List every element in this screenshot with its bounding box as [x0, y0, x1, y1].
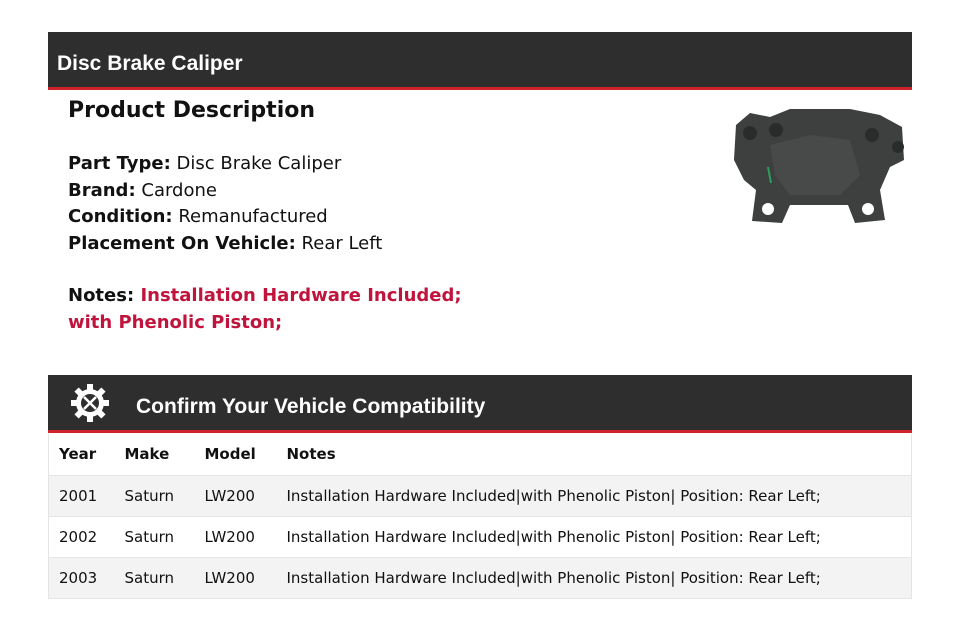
spec-brand: Brand: Cardone: [68, 179, 217, 201]
spec-list: Part Type: Disc Brake Caliper Brand: Car…: [68, 151, 382, 257]
compatibility-title: Confirm Your Vehicle Compatibility: [136, 395, 486, 418]
table-row: 2003 Saturn LW200 Installation Hardware Inc…: [48, 556, 912, 598]
spec-part-type: Part Type: Disc Brake Caliper: [68, 153, 342, 174]
product-title: Disc Brake Caliper: [57, 52, 243, 75]
compatibility-table: Year Make Model Notes 2001 Saturn LW200 Ins…: [48, 434, 912, 599]
spec-condition: Condition: Remanufactured: [68, 206, 328, 227]
section-heading: Product Description: [68, 98, 316, 123]
product-title-bar: Disc Brake Caliper: [48, 32, 912, 90]
notes: Notes: Installation Hardware Included; w…: [68, 285, 462, 333]
table-row: 2001 Saturn LW200 Installation Hardware Inc…: [48, 474, 912, 516]
spec-placement: Placement On Vehicle: Rear Left: [68, 232, 383, 254]
col-make: Make: [124, 445, 170, 464]
compatibility-bar: Confirm Your Vehicle Compatibility: [48, 375, 912, 433]
product-image: [734, 109, 904, 223]
table-row: 2002 Saturn LW200 Installation Hardware Inc…: [48, 515, 912, 557]
col-model: Model: [204, 445, 256, 464]
gear-wrench-icon: [71, 384, 109, 422]
table-header-row: Year Make Model Notes: [49, 434, 912, 475]
col-year: Year: [59, 445, 97, 464]
col-notes: Notes: [286, 445, 336, 464]
